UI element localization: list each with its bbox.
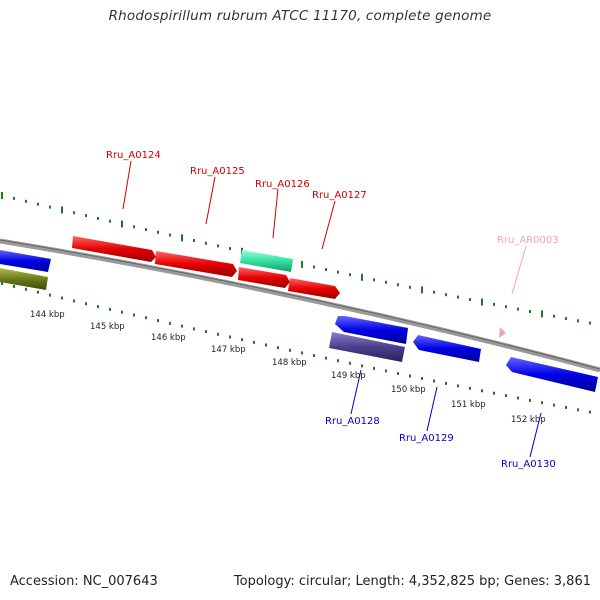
upper-scale-track — [1, 192, 591, 325]
gene-label-rru-a0125: Rru_A0125 — [190, 166, 245, 177]
accession-text: Accession: NC_007643 — [10, 574, 158, 589]
gene-rru-a0126-cds[interactable] — [238, 267, 290, 288]
gene-rru-a0130-feature[interactable] — [506, 357, 598, 392]
scale-label-149: 149 kbp — [331, 371, 366, 381]
gene-rru-a0124-feature[interactable] — [72, 236, 156, 262]
scale-label-151: 151 kbp — [451, 400, 486, 410]
gene-label-rru-a0128: Rru_A0128 — [325, 416, 380, 427]
scale-label-152: 152 kbp — [511, 415, 546, 425]
gene-rru-a0129-feature[interactable] — [413, 335, 481, 362]
scale-label-144: 144 kbp — [30, 310, 65, 320]
scale-label-146: 146 kbp — [151, 333, 186, 343]
rna-rru-ar0003-marker[interactable] — [499, 327, 506, 338]
gene-left-olive-feature[interactable] — [0, 268, 48, 290]
rna-label-leader — [511, 245, 527, 295]
gene-label-rru-a0130: Rru_A0130 — [501, 459, 556, 470]
gene-rru-a0128-feature[interactable] — [335, 316, 408, 344]
gene-rru-a0127-feature[interactable] — [288, 278, 340, 299]
scale-label-147: 147 kbp — [211, 345, 246, 355]
gene-label-rru-ar0003: Rru_AR0003 — [497, 235, 559, 246]
genome-backbone — [0, 238, 600, 373]
gene-label-rru-a0129: Rru_A0129 — [399, 433, 454, 444]
gene-label-rru-a0124: Rru_A0124 — [106, 150, 161, 161]
gene-label-rru-a0127: Rru_A0127 — [312, 190, 367, 201]
gene-left-blue-feature[interactable] — [0, 250, 51, 272]
scale-label-145: 145 kbp — [90, 322, 125, 332]
topology-summary-text: Topology: circular; Length: 4,352,825 bp… — [233, 574, 591, 589]
reverse-label-leaders — [350, 369, 542, 458]
scale-label-148: 148 kbp — [272, 358, 307, 368]
gene-rru-a0125-feature[interactable] — [155, 251, 237, 277]
map-title: Rhodospirillum rubrum ATCC 11170, comple… — [108, 8, 492, 24]
forward-label-leaders — [122, 160, 336, 250]
scale-label-150: 150 kbp — [391, 385, 426, 395]
lower-scale-track — [1, 282, 591, 414]
gene-label-rru-a0126: Rru_A0126 — [255, 179, 310, 190]
gene-rru-a0126-feature[interactable] — [240, 250, 293, 272]
gene-rru-a0128-other[interactable] — [329, 332, 405, 362]
